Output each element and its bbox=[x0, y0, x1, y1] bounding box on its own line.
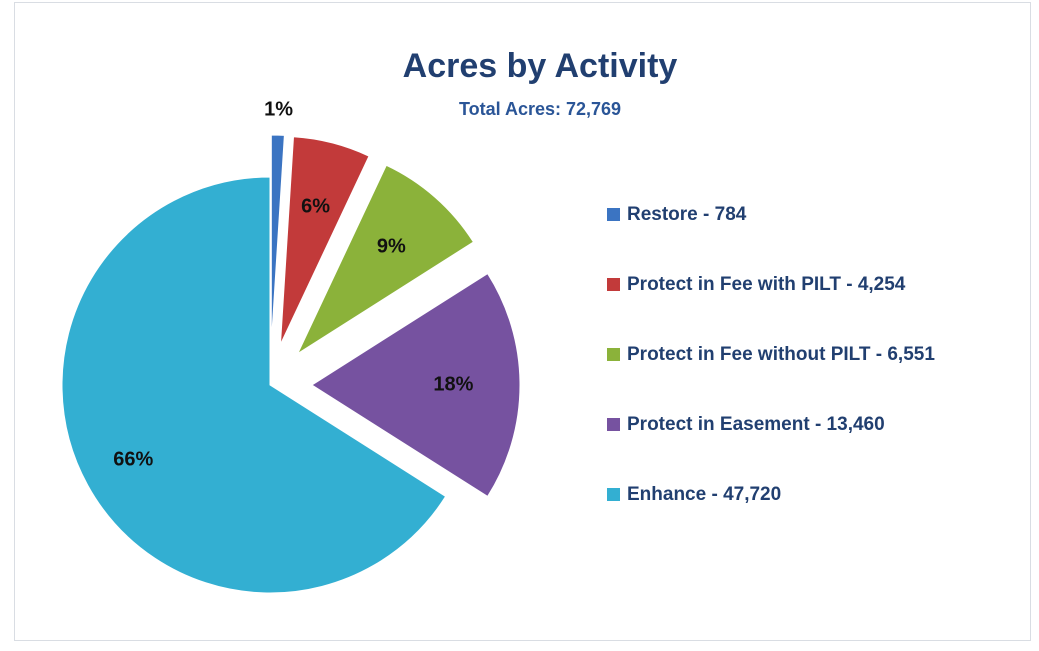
legend-swatch bbox=[607, 348, 620, 361]
legend-swatch bbox=[607, 418, 620, 431]
legend-label: Restore - 784 bbox=[627, 204, 747, 225]
data-label: 18% bbox=[433, 373, 473, 395]
data-label: 6% bbox=[301, 196, 330, 218]
legend-swatch bbox=[607, 488, 620, 501]
pie-slice bbox=[311, 272, 521, 498]
chart-title: Acres by Activity bbox=[403, 47, 678, 85]
legend-label: Protect in Fee without PILT - 6,551 bbox=[627, 344, 935, 365]
legend-label: Protect in Easement - 13,460 bbox=[627, 414, 885, 435]
legend-swatch bbox=[607, 278, 620, 291]
data-label: 9% bbox=[377, 236, 406, 258]
pie-slice bbox=[61, 176, 447, 594]
chart-subtitle: Total Acres: 72,769 bbox=[459, 99, 621, 119]
legend-label: Enhance - 47,720 bbox=[627, 484, 781, 505]
pie-slice bbox=[279, 136, 370, 345]
pie-slice bbox=[270, 134, 285, 344]
legend-label: Protect in Fee with PILT - 4,254 bbox=[627, 274, 906, 295]
data-label: 1% bbox=[264, 98, 293, 120]
data-label: 66% bbox=[113, 448, 153, 470]
legend-swatch bbox=[607, 208, 620, 221]
pie-slice bbox=[296, 164, 475, 355]
